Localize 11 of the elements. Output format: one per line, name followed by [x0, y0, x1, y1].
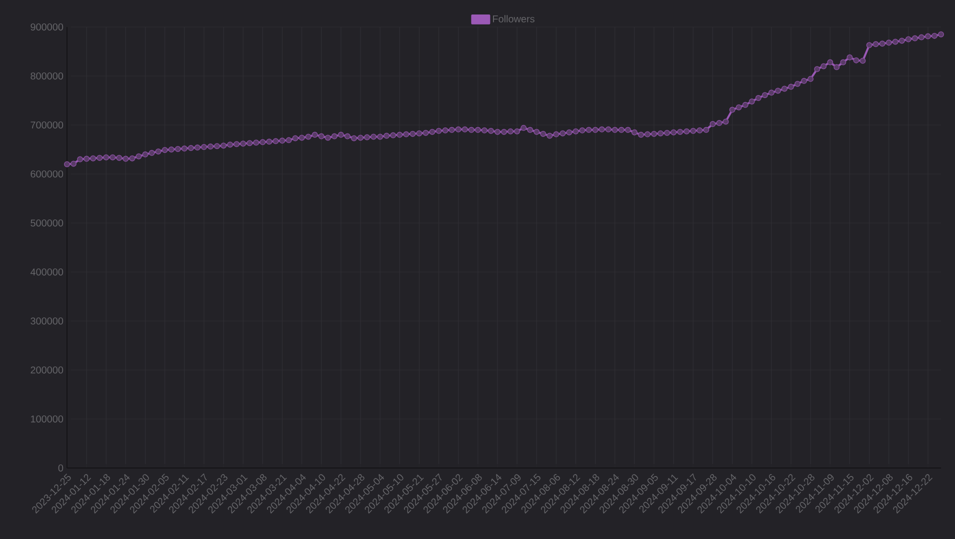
y-tick-label: 200000 — [30, 366, 64, 374]
legend-label: Followers — [493, 15, 534, 22]
y-tick-label: 900000 — [30, 23, 64, 31]
y-tick-label: 0 — [58, 464, 64, 472]
y-tick-label: 100000 — [31, 415, 64, 423]
y-tick-label: 800000 — [30, 72, 64, 80]
y-tick-label: 600000 — [30, 170, 64, 178]
y-tick-label: 400000 — [30, 268, 64, 276]
y-tick-label: 300000 — [30, 317, 64, 325]
y-tick-label: 500000 — [30, 219, 64, 227]
y-tick-label: 700000 — [30, 121, 64, 129]
